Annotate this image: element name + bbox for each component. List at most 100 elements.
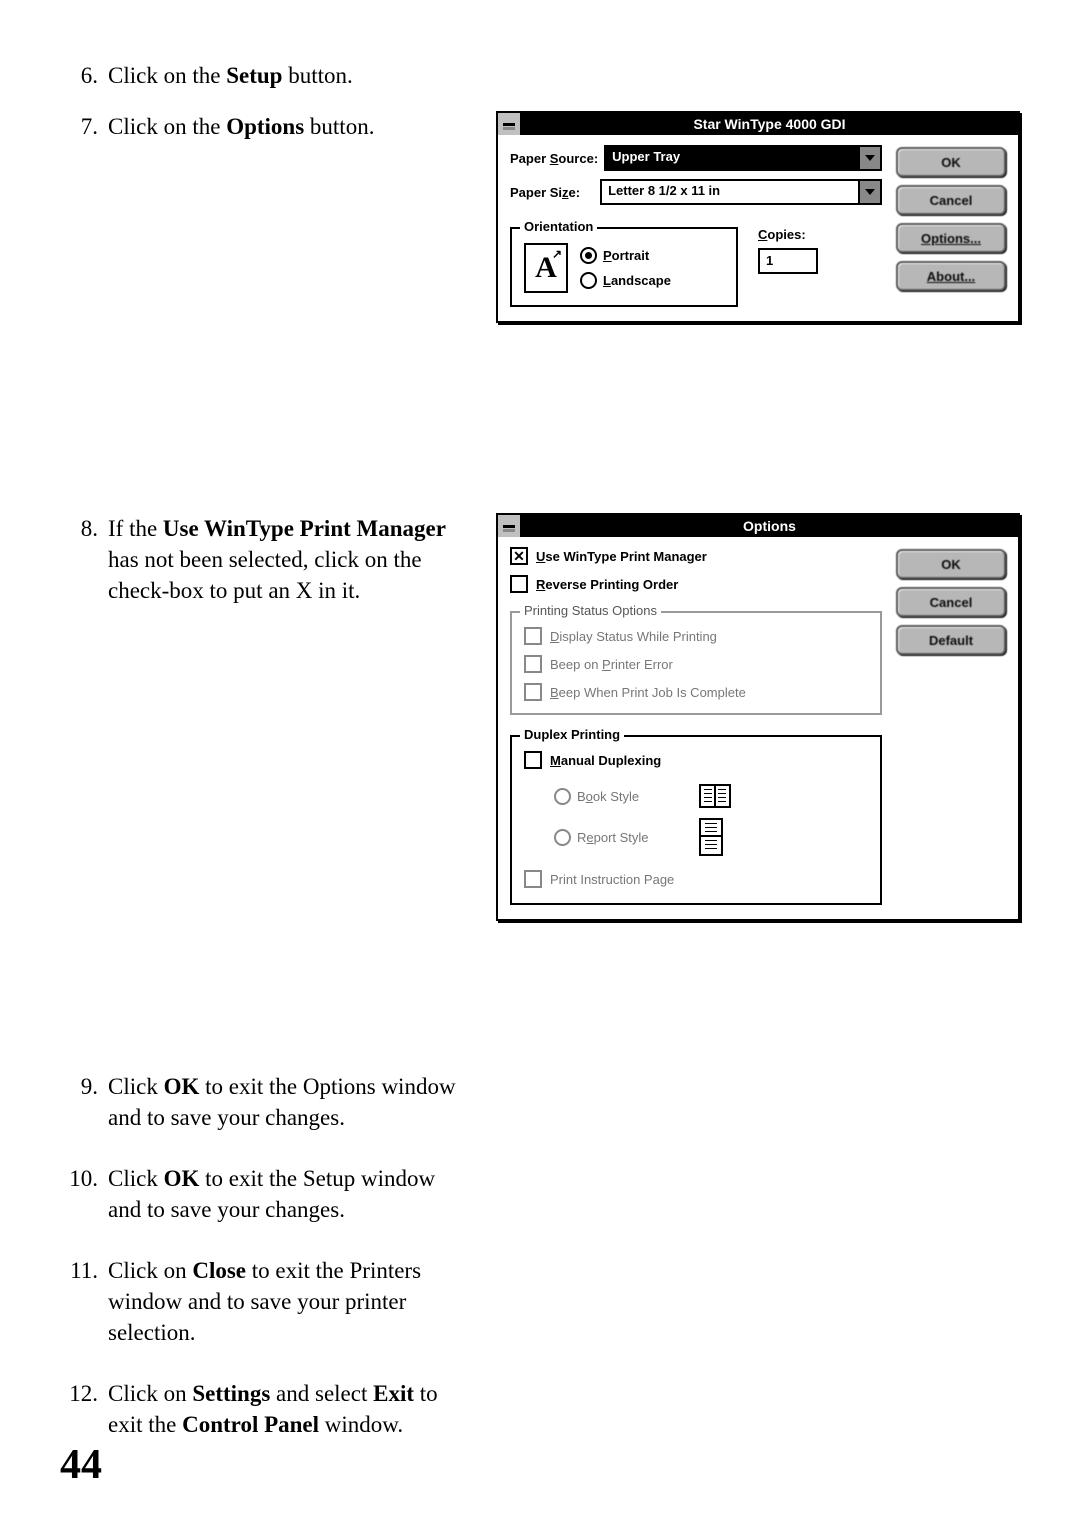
step-6: 6. Click on the Setup button. [60, 60, 1020, 91]
page-number: 44 [60, 1441, 102, 1489]
manual-duplex-checkbox[interactable]: Manual Duplexing [524, 751, 661, 769]
step-12-bold2: Exit [373, 1381, 414, 1406]
step-9: 9. Click OK to exit the Options window a… [60, 1071, 1020, 1133]
step-6-post: button. [282, 63, 352, 88]
copies-label: opies: [767, 227, 805, 242]
setup-titlebar: Star WinType 4000 GDI [498, 113, 1018, 135]
step-8-body: If the Use WinType Print Manager has not… [108, 513, 465, 606]
step-7-body: Click on the Options button. [108, 111, 465, 142]
report-u: e [586, 830, 593, 845]
system-menu-icon[interactable] [498, 113, 521, 135]
dropdown-arrow-icon[interactable] [858, 147, 880, 169]
report-pre: R [577, 830, 586, 845]
beep-complete-checkbox[interactable]: Beep When Print Job Is Complete [524, 683, 868, 701]
step-12-bold1: Settings [192, 1381, 270, 1406]
beep-complete-u: B [550, 685, 559, 700]
about-button[interactable]: About... [896, 261, 1006, 291]
manual-u: M [550, 753, 561, 768]
reverse-u: R [536, 577, 545, 592]
about-button-label: About... [927, 269, 975, 284]
step-9-body: Click OK to exit the Options window and … [108, 1071, 465, 1133]
spacer [60, 951, 1020, 1071]
display-status-checkbox[interactable]: Display Status While Printing [524, 627, 868, 645]
setup-dialog-figure: Star WinType 4000 GDI Paper Source: Uppe… [465, 111, 1020, 323]
use-wintype-u: U [536, 549, 545, 564]
use-wintype-label: se WinType Print Manager [545, 549, 706, 564]
step-9-bold: OK [164, 1074, 200, 1099]
options-dialog: Options ✕ Use WinType Print Manager [496, 513, 1020, 921]
portrait-radio[interactable]: Portrait [580, 247, 671, 264]
step-12-number: 12. [60, 1378, 108, 1409]
step-10: 10. Click OK to exit the Setup window an… [60, 1163, 1020, 1225]
default-button[interactable]: Default [896, 625, 1006, 655]
paper-source-dropdown[interactable]: Upper Tray [604, 145, 882, 171]
paper-size-label-post: e: [569, 185, 581, 200]
beep-error-checkbox[interactable]: Beep on Printer Error [524, 655, 868, 673]
step-6-body: Click on the Setup button. [108, 60, 465, 91]
step-7-bold: Options [226, 114, 304, 139]
step-8-bold: Use WinType Print Manager [163, 516, 446, 541]
step-7-number: 7. [60, 111, 108, 142]
cancel-button[interactable]: Cancel [896, 185, 1006, 215]
step-8: 8. If the Use WinType Print Manager has … [60, 513, 1020, 921]
step-12-post2: window. [319, 1412, 403, 1437]
beep-error-pre: Beep on [550, 657, 602, 672]
display-status-label: isplay Status While Printing [559, 629, 717, 644]
display-status-u: D [550, 629, 559, 644]
beep-error-post: rinter Error [611, 657, 673, 672]
step-8-number: 8. [60, 513, 108, 544]
step-11-body: Click on Close to exit the Printers wind… [108, 1255, 465, 1348]
ok-button[interactable]: OK [896, 147, 1006, 177]
landscape-u: L [603, 273, 611, 288]
step-10-body: Click OK to exit the Setup window and to… [108, 1163, 465, 1225]
portrait-u: P [603, 248, 612, 263]
print-instruction-checkbox[interactable]: Print Instruction Page [524, 870, 674, 888]
paper-source-label: Paper Source: [510, 151, 598, 166]
use-wintype-checkbox[interactable]: ✕ Use WinType Print Manager [510, 547, 882, 565]
report-post: port Style [594, 830, 649, 845]
copies-section: Copies: 1 [758, 227, 818, 274]
step-12-bold3: Control Panel [182, 1412, 319, 1437]
step-11: 11. Click on Close to exit the Printers … [60, 1255, 1020, 1348]
landscape-label: andscape [611, 273, 671, 288]
dropdown-arrow-icon[interactable] [858, 181, 880, 203]
copies-input[interactable]: 1 [758, 248, 818, 274]
setup-title: Star WinType 4000 GDI [521, 116, 1018, 132]
landscape-radio[interactable]: Landscape [580, 272, 671, 289]
step-10-bold: OK [164, 1166, 200, 1191]
step-12: 12. Click on Settings and select Exit to… [60, 1378, 1020, 1440]
reverse-order-checkbox[interactable]: Reverse Printing Order [510, 575, 882, 593]
ok-button[interactable]: OK [896, 549, 1006, 579]
printing-status-group: Printing Status Options Display Status W… [510, 611, 882, 715]
setup-dialog: Star WinType 4000 GDI Paper Source: Uppe… [496, 111, 1020, 323]
step-7-pre: Click on the [108, 114, 226, 139]
duplex-label: Duplex Printing [520, 727, 624, 742]
step-7: 7. Click on the Options button. Star Win… [60, 111, 1020, 323]
orientation-label: Orientation [520, 219, 597, 234]
report-style-radio[interactable]: Report Style [554, 829, 649, 846]
book-style-icon [699, 784, 731, 808]
manual-label: anual Duplexing [561, 753, 661, 768]
step-8-pre: If the [108, 516, 163, 541]
paper-source-label-pre: Paper [510, 151, 550, 166]
step-9-pre: Click [108, 1074, 164, 1099]
step-6-number: 6. [60, 60, 108, 91]
paper-size-label-pre: Paper Si [510, 185, 562, 200]
step-12-mid: and select [270, 1381, 373, 1406]
print-instruction-label: Print Instruction Page [550, 872, 674, 887]
book-u: o [586, 789, 593, 804]
book-style-radio[interactable]: Book Style [554, 788, 639, 805]
step-10-number: 10. [60, 1163, 108, 1194]
step-8-post: has not been selected, click on the chec… [108, 547, 422, 603]
step-12-body: Click on Settings and select Exit to exi… [108, 1378, 465, 1440]
paper-size-dropdown[interactable]: Letter 8 1/2 x 11 in [600, 179, 882, 205]
options-button[interactable]: Options... [896, 223, 1006, 253]
step-11-bold: Close [192, 1258, 246, 1283]
system-menu-icon[interactable] [498, 515, 521, 537]
step-6-pre: Click on the [108, 63, 226, 88]
orientation-icon: A ↗ [524, 243, 568, 293]
options-button-label: Options... [921, 231, 981, 246]
step-12-pre: Click on [108, 1381, 192, 1406]
cancel-button[interactable]: Cancel [896, 587, 1006, 617]
step-6-bold: Setup [226, 63, 282, 88]
